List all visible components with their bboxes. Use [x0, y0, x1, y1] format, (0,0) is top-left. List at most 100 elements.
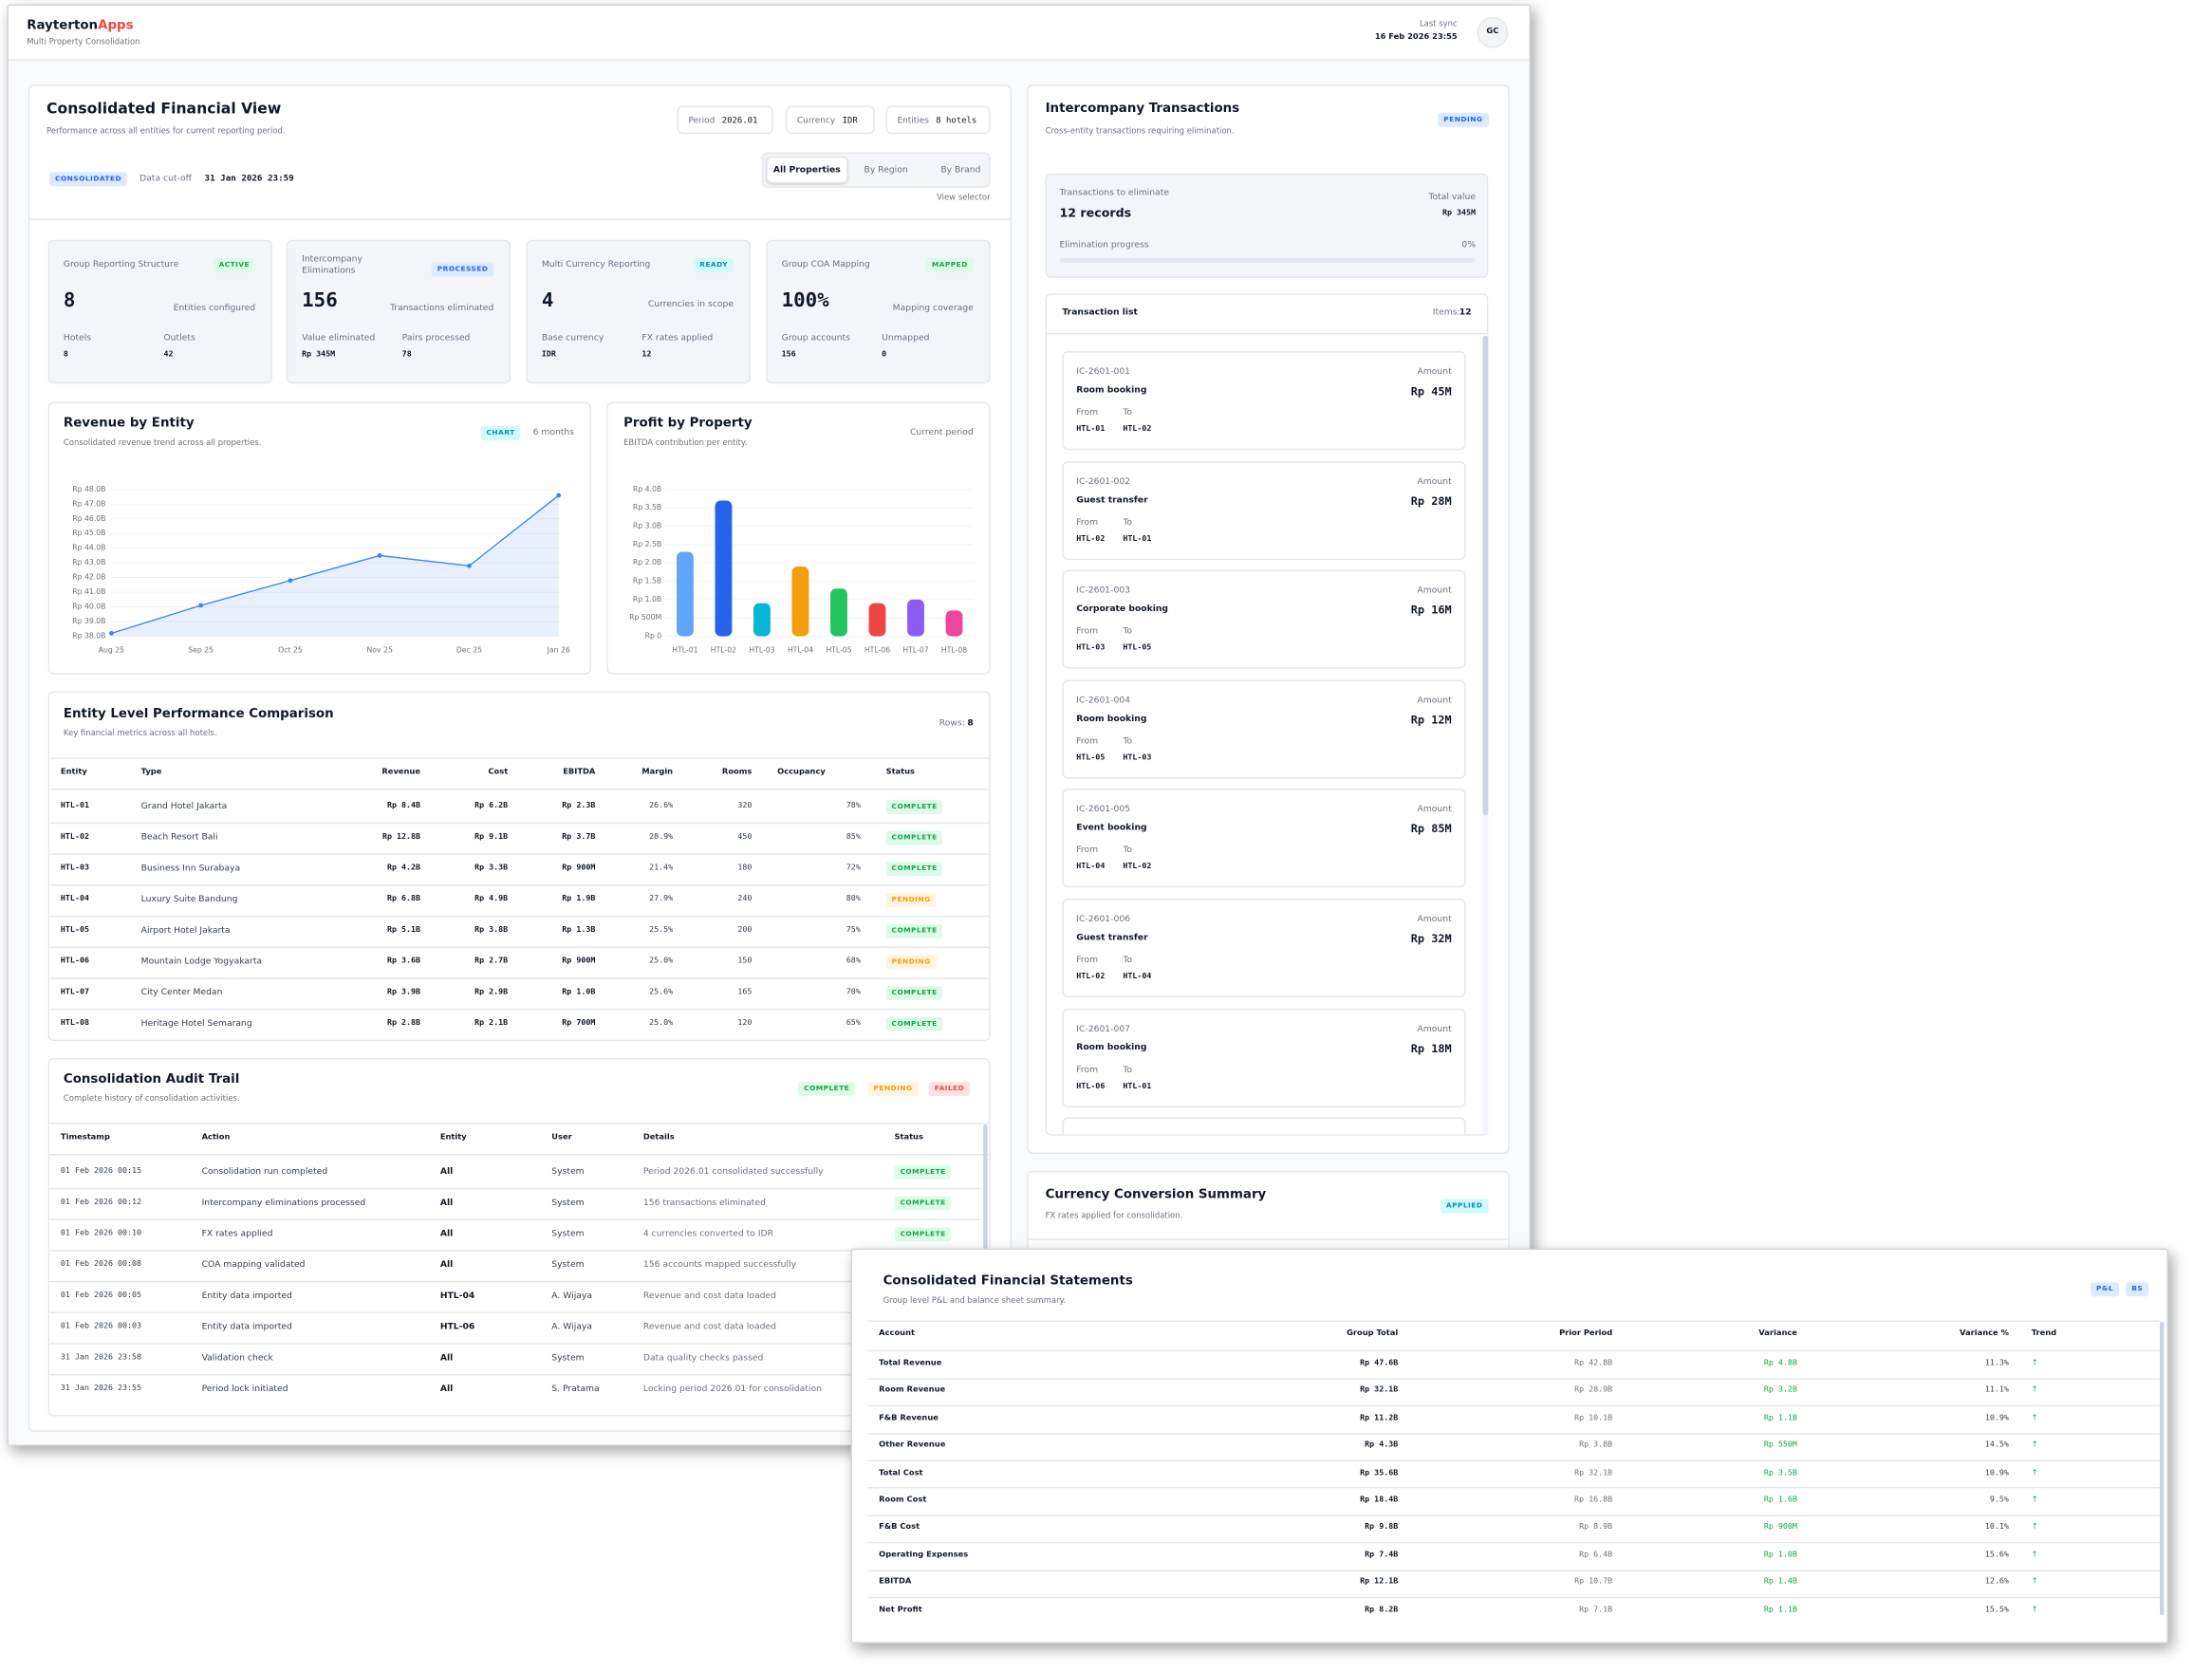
table-cell: 27.9%	[649, 895, 674, 904]
tabs-caption: View selector	[937, 194, 991, 203]
table-cell: City Center Medan	[140, 987, 223, 998]
table-cell: Airport Hotel Jakarta	[140, 925, 231, 936]
column-header: Margin	[641, 768, 674, 777]
transaction-card[interactable]	[1062, 679, 1466, 779]
table-cell: System	[551, 1166, 585, 1178]
view-tab[interactable]: By Region	[864, 165, 908, 176]
panel-title: Intercompany Transactions	[1045, 102, 1240, 117]
panel-title: Currency Conversion Summary	[1045, 1188, 1267, 1203]
table-cell: HTL-03	[60, 864, 89, 873]
transaction-card[interactable]	[1062, 569, 1466, 669]
scrollbar-thumb	[1482, 335, 1488, 816]
table-cell: Rp 8.9B	[1579, 1523, 1613, 1533]
table-cell: 25.6%	[649, 988, 674, 997]
kpi-stat-label: Value eliminated	[302, 333, 376, 344]
filter-chip[interactable]: Currency IDR	[786, 105, 875, 135]
kpi-stat-value: 42	[163, 350, 174, 360]
from-label: From	[1076, 845, 1099, 856]
table-cell: Grand Hotel Jakarta	[140, 801, 228, 811]
transaction-type: Room booking	[1076, 714, 1147, 724]
statement-tab[interactable]: BS	[2126, 1282, 2149, 1297]
panel-divider	[29, 218, 1011, 220]
from-label: From	[1076, 407, 1099, 418]
table-cell: Rp 3.6B	[386, 957, 421, 966]
avatar[interactable]	[1477, 16, 1509, 48]
amount-label: Amount	[1417, 585, 1452, 596]
table-cell: 10.9%	[1984, 1468, 2009, 1477]
table-cell: System	[551, 1198, 585, 1208]
kpi-caption: Entities configured	[173, 303, 256, 314]
from-label: From	[1076, 517, 1099, 528]
from-label: From	[1076, 735, 1099, 747]
from-entity: HTL-04	[1076, 863, 1106, 872]
row-divider	[49, 946, 990, 948]
status-badge: COMPLETE	[885, 799, 943, 814]
from-entity: HTL-03	[1076, 643, 1106, 653]
status-badge: COMPLETE	[885, 1016, 943, 1031]
table-cell: HTL-02	[60, 832, 89, 842]
table-cell: Rp 3.5B	[1763, 1468, 1797, 1477]
table-cell: Rp 1.6B	[1763, 1496, 1797, 1505]
transaction-id: IC-2601-007	[1076, 1023, 1131, 1034]
table-cell: 11.1%	[1984, 1386, 2009, 1396]
transaction-card[interactable]	[1062, 460, 1466, 560]
audit-title: Consolidation Audit Trail	[63, 1072, 240, 1087]
table-cell: 75%	[846, 925, 861, 935]
table-cell: 15.5%	[1984, 1605, 2009, 1614]
table-cell: All	[439, 1352, 454, 1364]
view-tab[interactable]: By Brand	[940, 165, 981, 176]
table-cell: 72%	[846, 864, 861, 873]
items-label: Items:	[1432, 307, 1460, 318]
table-cell: Rp 1.1B	[1763, 1414, 1797, 1422]
row-divider	[49, 822, 990, 824]
brand-subtitle: Multi Property Consolidation	[27, 38, 140, 47]
table-cell: 240	[737, 895, 753, 904]
active-tab	[766, 157, 848, 184]
kpi-value: 156	[302, 289, 338, 312]
header-divider	[8, 59, 1530, 61]
to-label: To	[1123, 626, 1133, 637]
table-rule	[867, 1320, 2161, 1322]
table-cell: Rp 16.8B	[1574, 1496, 1613, 1505]
status-badge: PENDING	[885, 955, 937, 970]
transaction-id: IC-2601-002	[1076, 476, 1131, 487]
transaction-card[interactable]	[1062, 1008, 1466, 1107]
table-cell: 10.1%	[1984, 1523, 2009, 1533]
kpi-badge: READY	[694, 258, 734, 272]
to-label: To	[1123, 517, 1133, 528]
kpi-stat-label: Hotels	[63, 333, 92, 344]
column-header: Prior Period	[1559, 1329, 1613, 1339]
table-cell: Rp 4.2B	[386, 864, 421, 873]
column-header: Group Total	[1347, 1329, 1399, 1339]
filter-chip[interactable]: Entities 8 hotels	[885, 105, 991, 135]
table-cell: Rp 7.4B	[1365, 1551, 1399, 1560]
transaction-card[interactable]	[1062, 351, 1466, 451]
row-divider	[49, 1250, 981, 1252]
kpi-title: Multi Currency Reporting	[541, 259, 651, 270]
transaction-amount: Rp 18M	[1410, 1042, 1452, 1055]
transaction-amount: Rp 45M	[1410, 384, 1452, 399]
transaction-card[interactable]	[1062, 898, 1466, 998]
cutoff-value: 31 Jan 2026 23:59	[204, 174, 294, 184]
row-divider	[867, 1542, 2161, 1543]
table-cell: Rp 7.1B	[1579, 1605, 1613, 1614]
table-cell: 150	[737, 957, 753, 966]
filter-chip[interactable]: Period 2026.01	[677, 105, 773, 135]
table-cell: 31 Jan 2026 23:58	[60, 1353, 142, 1363]
status-badge: COMPLETE	[885, 862, 943, 877]
statement-tab[interactable]: P&L	[2091, 1282, 2119, 1297]
summary-label: Transactions to eliminate	[1059, 187, 1169, 198]
status-badge: COMPLETE	[894, 1164, 952, 1180]
transaction-card[interactable]	[1062, 789, 1466, 888]
from-label: From	[1076, 626, 1099, 637]
to-entity: HTL-02	[1123, 425, 1152, 435]
table-cell: Rp 9.1B	[474, 832, 509, 842]
from-entity: HTL-05	[1076, 753, 1106, 763]
amount-label: Amount	[1417, 695, 1452, 706]
amount-label: Amount	[1417, 914, 1452, 924]
table-cell: Beach Resort Bali	[140, 832, 218, 843]
list-divider	[1047, 332, 1487, 334]
row-divider	[867, 1459, 2161, 1461]
table-cell: ↑	[2031, 1359, 2038, 1368]
view-tab[interactable]: All Properties	[772, 165, 841, 176]
